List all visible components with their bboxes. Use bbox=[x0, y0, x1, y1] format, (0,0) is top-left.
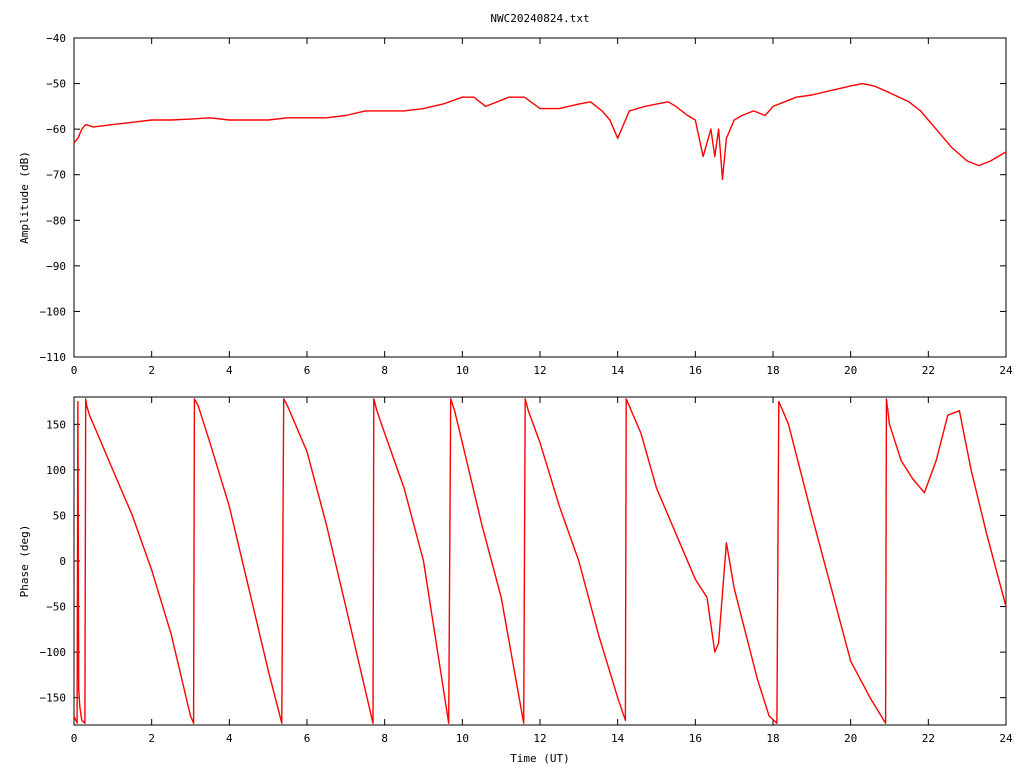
plot-frame bbox=[73, 396, 1007, 726]
y-tick-label: −80 bbox=[46, 214, 66, 227]
x-tick-label: 20 bbox=[844, 732, 857, 745]
y-axis-title: Phase (deg) bbox=[18, 525, 31, 598]
y-tick-label: −150 bbox=[40, 692, 67, 705]
x-tick-label: 14 bbox=[611, 732, 625, 745]
y-tick-label: 100 bbox=[46, 464, 66, 477]
x-tick-label: 12 bbox=[533, 732, 546, 745]
x-tick-label: 22 bbox=[922, 364, 935, 377]
x-tick-label: 24 bbox=[999, 732, 1013, 745]
x-tick-label: 20 bbox=[844, 364, 857, 377]
chart-panel-2: 0 2 4 6 8 10 12 14 16 18 20 22 24150100500−50−100−15… bbox=[18, 396, 1013, 765]
plot-frame bbox=[73, 37, 1007, 358]
x-tick-label: 0 bbox=[71, 732, 78, 745]
y-tick-label: 50 bbox=[53, 509, 66, 522]
x-tick-label: 8 bbox=[381, 364, 388, 377]
y-tick-label: −50 bbox=[46, 78, 66, 91]
x-tick-label: 4 bbox=[226, 732, 233, 745]
x-tick-label: 4 bbox=[226, 364, 233, 377]
y-tick-label: −110 bbox=[40, 351, 67, 364]
x-tick-label: 10 bbox=[456, 364, 469, 377]
y-tick-label: −40 bbox=[46, 32, 66, 45]
x-tick-label: 18 bbox=[766, 732, 779, 745]
x-tick-label: 0 bbox=[71, 364, 78, 377]
x-tick-label: 6 bbox=[304, 364, 311, 377]
x-tick-label: 22 bbox=[922, 732, 935, 745]
series-line-1 bbox=[73, 398, 1007, 724]
y-tick-label: −70 bbox=[46, 169, 66, 182]
x-tick-label: 24 bbox=[999, 364, 1013, 377]
x-axis-title: Time (UT) bbox=[510, 752, 570, 765]
y-tick-label: 150 bbox=[46, 418, 66, 431]
y-tick-label: −60 bbox=[46, 123, 66, 136]
y-tick-label: −90 bbox=[46, 260, 66, 273]
y-tick-label: −100 bbox=[40, 646, 67, 659]
x-tick-label: 8 bbox=[381, 732, 388, 745]
x-tick-label: 12 bbox=[533, 364, 546, 377]
y-tick-label: −100 bbox=[40, 305, 67, 318]
x-tick-label: 14 bbox=[611, 364, 625, 377]
x-tick-label: 16 bbox=[689, 732, 702, 745]
chart-title: NWC20240824.txt bbox=[490, 12, 589, 25]
x-tick-label: 6 bbox=[304, 732, 311, 745]
y-tick-label: −50 bbox=[46, 601, 66, 614]
series-line-1 bbox=[73, 82, 1007, 181]
y-tick-label: 0 bbox=[59, 555, 66, 568]
x-tick-label: 2 bbox=[148, 732, 155, 745]
y-axis-title: Amplitude (dB) bbox=[18, 151, 31, 244]
x-tick-label: 10 bbox=[456, 732, 469, 745]
x-tick-label: 18 bbox=[766, 364, 779, 377]
x-tick-label: 2 bbox=[148, 364, 155, 377]
x-tick-label: 16 bbox=[689, 364, 702, 377]
